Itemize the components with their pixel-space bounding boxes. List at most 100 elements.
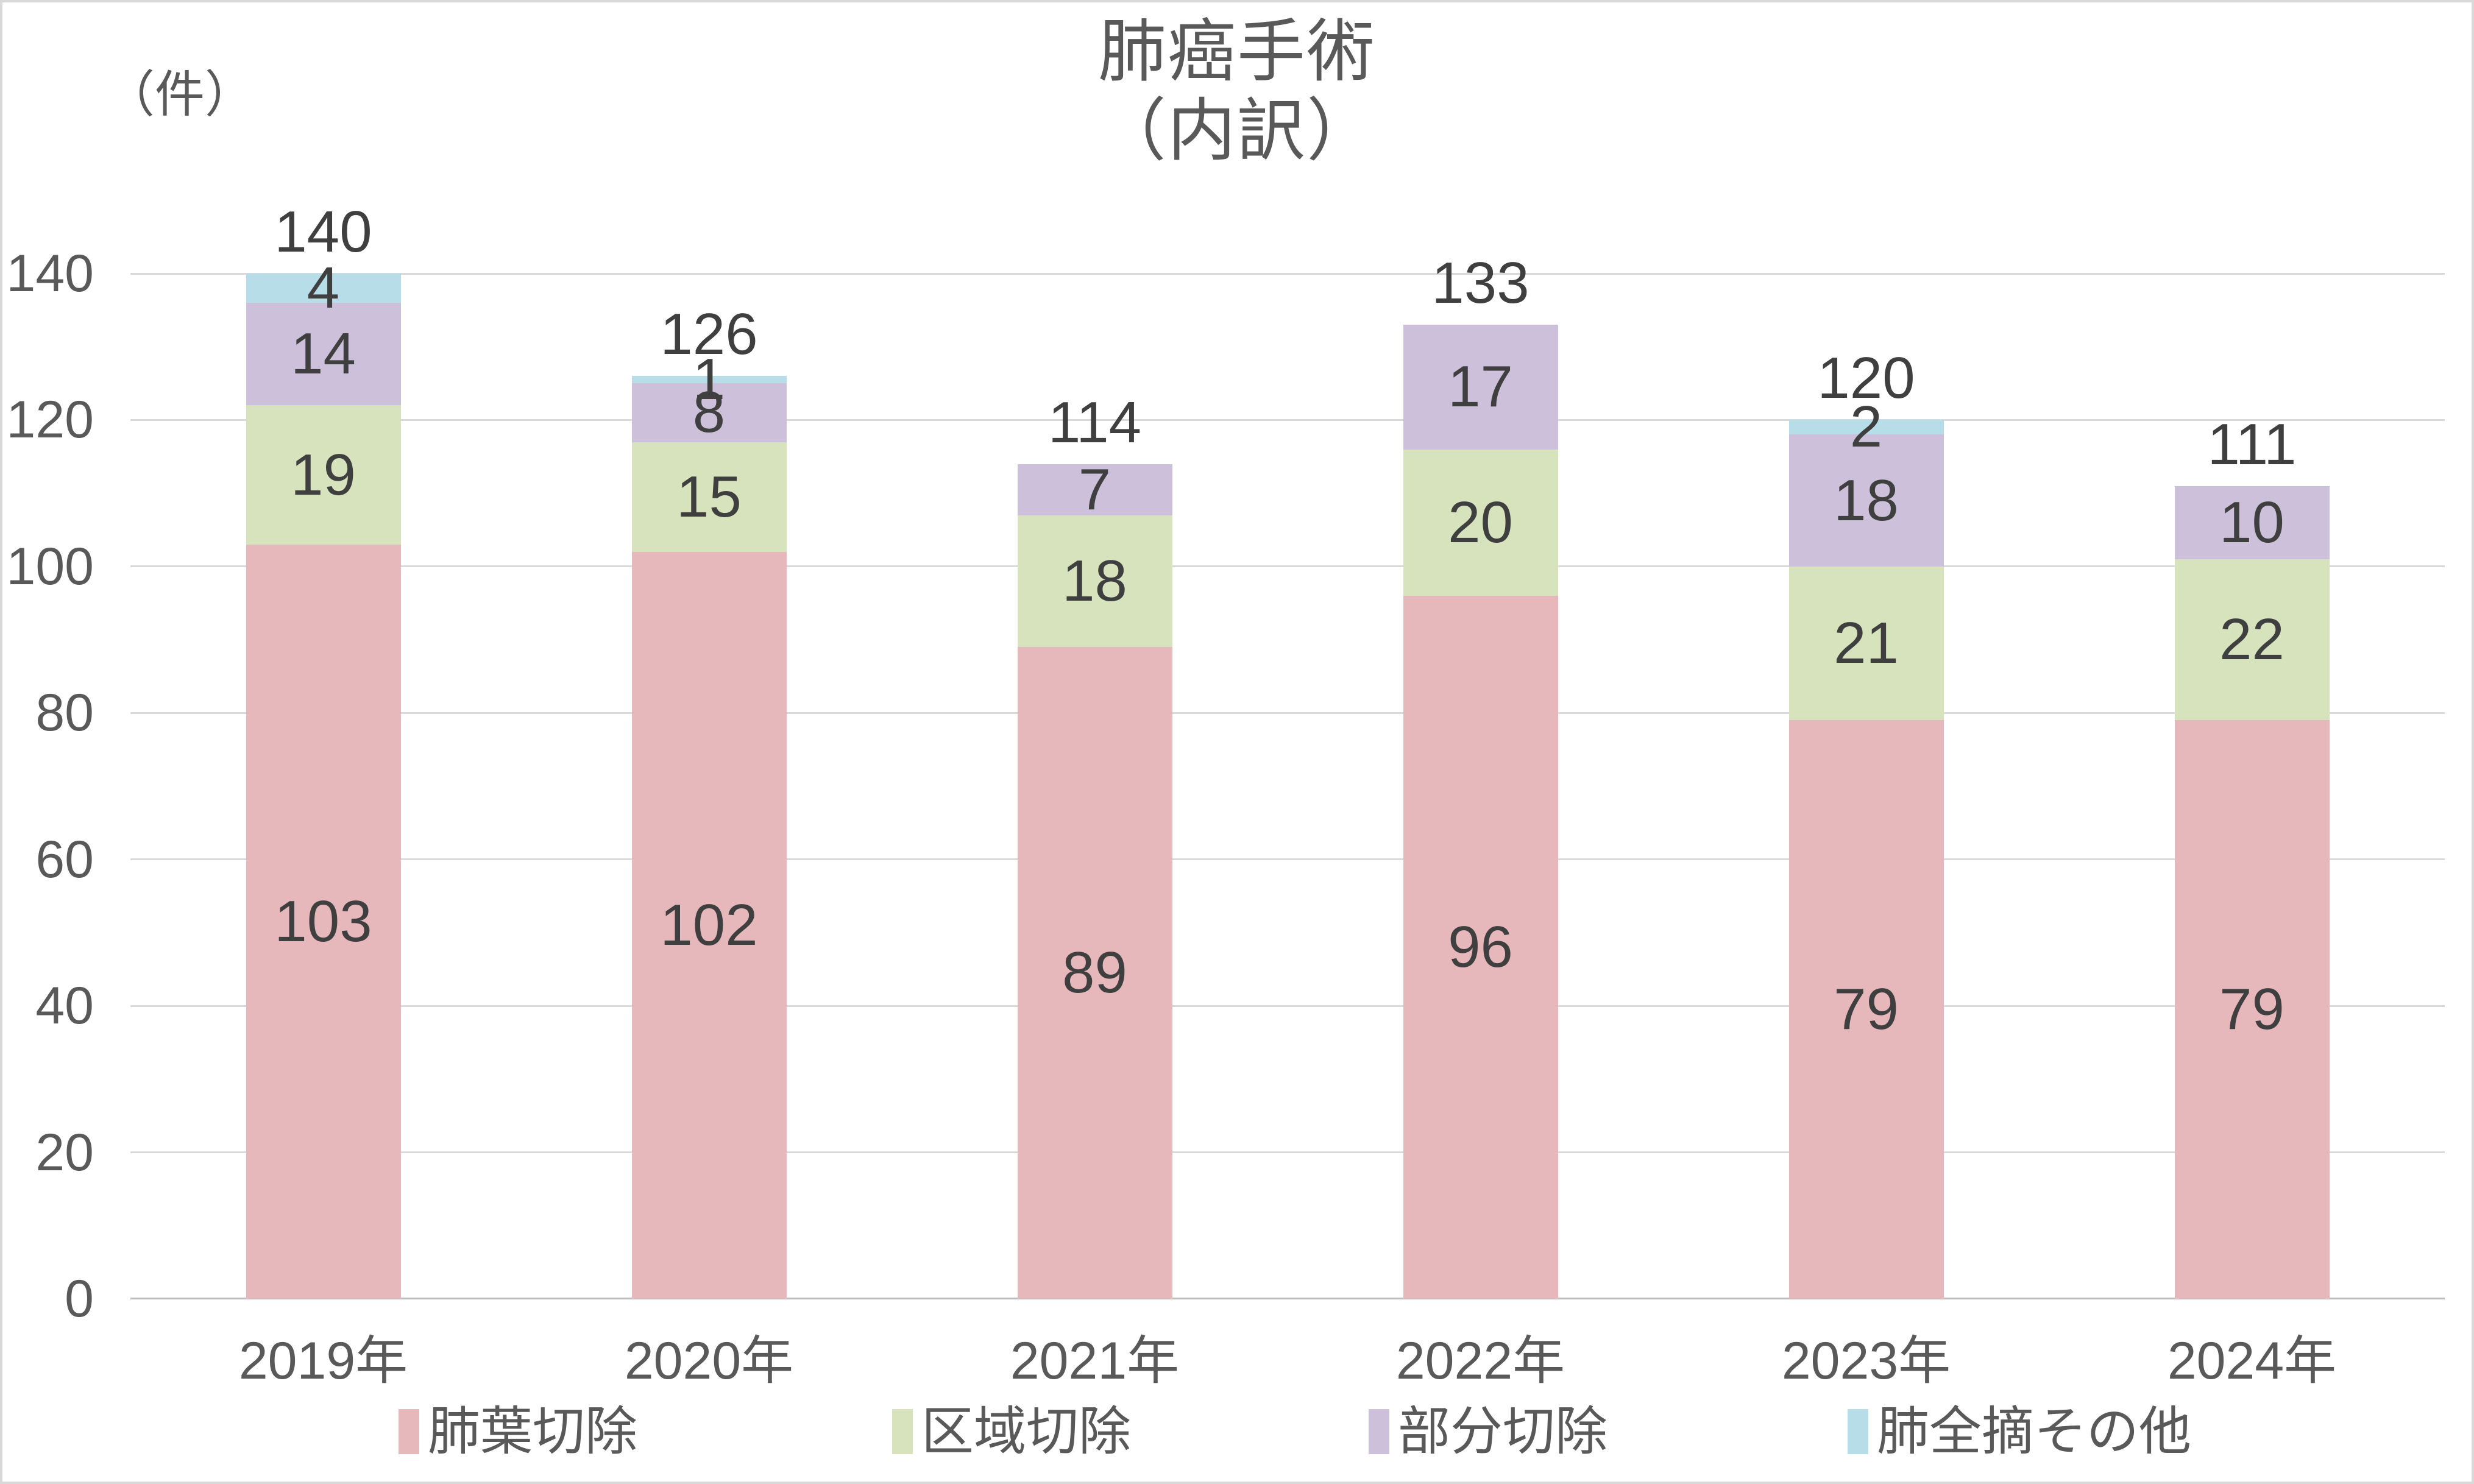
bar-segment-肺全摘その他-2023年[interactable]: [1788, 420, 1944, 435]
segment-label-区域切除-2019年: 19: [291, 442, 356, 507]
gridline-80: [130, 712, 2445, 714]
legend-label-区域切除: 区域切除: [921, 1402, 1131, 1461]
segment-label-部分切除-2022年: 17: [1448, 354, 1513, 420]
total-label-2024年: 111: [2207, 411, 2297, 477]
stacked-bar-2021年[interactable]: 89 18 7 114: [1017, 274, 1172, 1299]
bar-segment-区域切除-2024年[interactable]: [2174, 559, 2330, 721]
gridline-60: [130, 858, 2445, 861]
legend-item-区域切除[interactable]: 区域切除: [892, 1401, 1131, 1462]
segment-label-部分切除-2019年: 14: [291, 321, 356, 387]
bar-segment-肺葉切除-2022年[interactable]: [1403, 595, 1558, 1299]
segment-label-部分切除-2023年: 18: [1834, 467, 1899, 533]
bar-slot-2019年: 103 19 14 4 140: [130, 202, 516, 1299]
segment-label-肺全摘その他-2019年: 4: [307, 255, 340, 321]
x-tick-label-2021年: 2021年: [1010, 1332, 1180, 1390]
y-tick-label-100: 100: [6, 537, 94, 596]
bar-segment-区域切除-2020年[interactable]: [631, 442, 787, 552]
y-tick-label-20: 20: [35, 1123, 94, 1182]
x-tick-label-2024年: 2024年: [2167, 1332, 2337, 1390]
stacked-bar-2019年[interactable]: 103 19 14 4 140: [246, 202, 401, 1299]
legend-item-肺全摘その他[interactable]: 肺全摘その他: [1848, 1401, 2191, 1462]
x-tick-label-2022年: 2022年: [1395, 1332, 1565, 1390]
stacked-bar-2024年[interactable]: 79 22 10 111: [2174, 274, 2330, 1299]
legend-swatch-区域切除: [892, 1409, 913, 1454]
x-tick-label-2020年: 2020年: [624, 1332, 794, 1390]
bar-segment-肺葉切除-2019年[interactable]: [246, 544, 401, 1299]
bar-segment-部分切除-2022年[interactable]: [1403, 325, 1558, 450]
legend-swatch-肺全摘その他: [1848, 1409, 1868, 1454]
bar-segment-区域切除-2021年[interactable]: [1017, 515, 1172, 648]
x-tick-label-2019年: 2019年: [238, 1332, 408, 1390]
legend-item-部分切除[interactable]: 部分切除: [1369, 1401, 1607, 1462]
segment-label-肺全摘その他-2020年: 1: [692, 347, 726, 412]
bar-segment-区域切除-2023年[interactable]: [1788, 566, 1944, 721]
bar-segment-部分切除-2023年[interactable]: [1788, 434, 1944, 567]
segment-label-区域切除-2020年: 15: [676, 464, 742, 529]
stacked-bar-2023年[interactable]: 79 21 18 2 120: [1788, 274, 1944, 1299]
stacked-bar-2020年[interactable]: 102 15 8 1 126: [631, 274, 787, 1299]
gridline-40: [130, 1005, 2445, 1007]
segment-label-部分切除-2020年: 8: [692, 380, 726, 445]
bar-segment-部分切除-2024年[interactable]: [2174, 486, 2330, 559]
legend-swatch-肺葉切除: [399, 1409, 419, 1454]
bar-segment-区域切除-2019年[interactable]: [246, 405, 401, 545]
bar-segment-部分切除-2020年[interactable]: [631, 383, 787, 442]
y-tick-label-60: 60: [35, 830, 94, 889]
bar-segment-区域切除-2022年[interactable]: [1403, 449, 1558, 596]
x-axis: 2019年 2020年 2021年 2022年 2023年 2024年: [130, 1330, 2445, 1397]
stacked-bar-2022年[interactable]: 96 20 17 133: [1403, 253, 1558, 1299]
segment-label-肺葉切除-2023年: 79: [1834, 977, 1899, 1042]
legend-swatch-部分切除: [1369, 1409, 1389, 1454]
bar-segment-肺全摘その他-2019年[interactable]: [246, 274, 401, 303]
segment-label-肺葉切除-2024年: 79: [2219, 977, 2284, 1042]
legend-label-肺全摘その他: 肺全摘その他: [1877, 1402, 2191, 1461]
bar-slot-2023年: 79 21 18 2 120: [1673, 274, 2059, 1299]
segment-label-肺葉切除-2021年: 89: [1062, 940, 1127, 1006]
segment-label-肺葉切除-2019年: 103: [274, 888, 372, 954]
bar-slot-2024年: 79 22 10 111: [2059, 274, 2445, 1299]
y-axis: 0 20 40 60 80 100 120 140: [2, 247, 94, 1325]
legend-label-肺葉切除: 肺葉切除: [428, 1402, 637, 1461]
gridline-140: [130, 272, 2445, 275]
y-tick-label-80: 80: [35, 684, 94, 743]
segment-label-肺葉切除-2022年: 96: [1448, 914, 1513, 980]
legend: 肺葉切除 区域切除 部分切除 肺全摘その他: [2, 1401, 2474, 1468]
legend-label-部分切除: 部分切除: [1398, 1402, 1607, 1461]
segment-label-部分切除-2021年: 7: [1078, 456, 1111, 522]
segment-label-区域切除-2023年: 21: [1834, 610, 1899, 676]
plot-area: 103 19 14 4 140 102 15 8 1 126 89 18 7 114 96 20 17 133 79…: [130, 202, 2445, 1299]
segment-label-区域切除-2024年: 22: [2219, 607, 2284, 673]
bar-segment-肺葉切除-2023年[interactable]: [1788, 720, 1944, 1299]
bar-segment-肺全摘その他-2020年[interactable]: [631, 376, 787, 384]
x-tick-label-2023年: 2023年: [1781, 1332, 1951, 1390]
total-label-2022年: 133: [1431, 250, 1529, 316]
bar-segment-部分切除-2019年[interactable]: [246, 303, 401, 406]
y-tick-label-120: 120: [6, 390, 94, 450]
segment-label-部分切除-2024年: 10: [2219, 489, 2284, 555]
total-label-2021年: 114: [1047, 389, 1142, 455]
y-tick-label-140: 140: [6, 244, 94, 303]
bar-slot-2022年: 96 20 17 133: [1288, 253, 1673, 1299]
bar-slot-2020年: 102 15 8 1 126: [516, 274, 902, 1299]
total-label-2023年: 120: [1817, 345, 1915, 411]
segment-label-区域切除-2021年: 18: [1062, 548, 1127, 613]
legend-item-肺葉切除[interactable]: 肺葉切除: [399, 1401, 637, 1462]
bar-segment-肺葉切除-2024年[interactable]: [2174, 720, 2330, 1299]
x-axis-line: [130, 1298, 2445, 1299]
y-tick-label-40: 40: [35, 977, 94, 1036]
total-label-2019年: 140: [274, 199, 372, 264]
chart-title-line2: （内訳）: [1098, 92, 1376, 169]
segment-label-肺葉切除-2020年: 102: [660, 892, 758, 958]
y-axis-unit-label: （件）: [105, 67, 255, 122]
total-label-2020年: 126: [660, 302, 758, 367]
bar-slot-2021年: 89 18 7 114: [902, 274, 1288, 1299]
chart-title-line1: 肺癌手術: [1098, 13, 1376, 90]
segment-label-肺全摘その他-2023年: 2: [1849, 394, 1883, 460]
bar-segment-肺葉切除-2021年[interactable]: [1017, 647, 1172, 1299]
bar-segment-肺葉切除-2020年[interactable]: [631, 551, 787, 1299]
y-tick-label-0: 0: [65, 1270, 94, 1328]
bar-segment-部分切除-2021年[interactable]: [1017, 464, 1172, 515]
chart-title: 肺癌手術 （内訳）: [2, 12, 2472, 171]
gridline-120: [130, 419, 2445, 421]
